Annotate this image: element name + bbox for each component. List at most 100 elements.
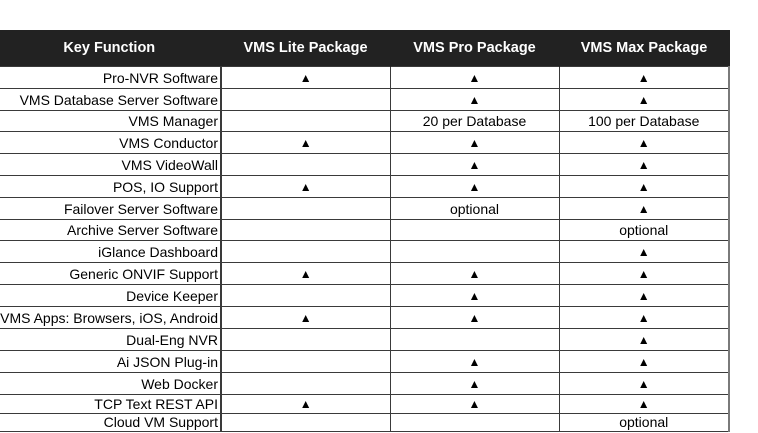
- included-triangle-icon: ▲: [299, 180, 312, 194]
- cell-text: Pro-NVR Software: [102, 69, 218, 86]
- cell-text: 100 per Database: [588, 113, 700, 129]
- included-triangle-icon: ▲: [637, 333, 650, 347]
- included-triangle-icon: ▲: [637, 355, 650, 369]
- pro-cell: ▲: [389, 306, 560, 329]
- function-cell: Dual-Eng NVR: [0, 328, 222, 351]
- lite-cell: ▲: [220, 175, 391, 198]
- max-cell: optional: [558, 413, 730, 432]
- included-triangle-icon: ▲: [299, 136, 312, 150]
- max-cell: ▲: [558, 262, 730, 285]
- cell-text: 20 per Database: [422, 113, 527, 129]
- cell-text: Failover Server Software: [63, 200, 218, 217]
- included-triangle-icon: ▲: [468, 136, 481, 150]
- cell-text: iGlance Dashboard: [98, 243, 218, 260]
- cell-text: Generic ONVIF Support: [69, 265, 218, 282]
- header-vms-max: VMS Max Package: [559, 30, 730, 67]
- max-cell: ▲: [558, 197, 730, 220]
- included-triangle-icon: ▲: [637, 377, 650, 391]
- included-triangle-icon: ▲: [637, 397, 650, 411]
- included-triangle-icon: ▲: [468, 158, 481, 172]
- pro-cell: ▲: [389, 66, 560, 89]
- lite-cell: [220, 240, 391, 263]
- lite-cell: [220, 284, 391, 307]
- header-vms-lite: VMS Lite Package: [221, 30, 391, 67]
- function-cell: iGlance Dashboard: [0, 240, 222, 263]
- included-triangle-icon: ▲: [637, 202, 650, 216]
- lite-cell: [220, 372, 391, 395]
- cell-text: TCP Text REST API: [94, 395, 218, 412]
- table-row: iGlance Dashboard ▲: [0, 240, 730, 263]
- package-comparison-table: Key Function VMS Lite Package VMS Pro Pa…: [0, 30, 730, 432]
- lite-cell: [220, 88, 391, 111]
- table-row: Pro-NVR Software ▲ ▲ ▲: [0, 66, 730, 89]
- pro-cell: [389, 219, 560, 241]
- cell-text: Dual-Eng NVR: [126, 331, 218, 348]
- included-triangle-icon: ▲: [299, 71, 312, 85]
- table-row: Ai JSON Plug-in ▲ ▲: [0, 350, 730, 373]
- included-triangle-icon: ▲: [468, 267, 481, 281]
- table-row: Failover Server Software optional ▲: [0, 197, 730, 220]
- pro-cell: ▲: [389, 131, 560, 154]
- pro-cell: ▲: [389, 153, 560, 176]
- table-row: Dual-Eng NVR ▲: [0, 328, 730, 351]
- cell-text: VMS VideoWall: [121, 156, 218, 173]
- cell-text: Web Docker: [141, 375, 218, 392]
- header-row: Key Function VMS Lite Package VMS Pro Pa…: [0, 30, 730, 67]
- function-cell: VMS Conductor: [0, 131, 222, 154]
- included-triangle-icon: ▲: [637, 311, 650, 325]
- max-cell: 100 per Database: [558, 110, 730, 132]
- function-cell: Generic ONVIF Support: [0, 262, 222, 285]
- cell-text: VMS Conductor: [119, 134, 218, 151]
- included-triangle-icon: ▲: [637, 71, 650, 85]
- lite-cell: [220, 219, 391, 241]
- table-row: Generic ONVIF Support ▲ ▲ ▲: [0, 262, 730, 285]
- included-triangle-icon: ▲: [468, 355, 481, 369]
- table-row: Archive Server Software optional: [0, 219, 730, 241]
- cell-text: POS, IO Support: [112, 178, 218, 195]
- lite-cell: ▲: [220, 262, 391, 285]
- function-cell: Failover Server Software: [0, 197, 222, 220]
- included-triangle-icon: ▲: [468, 311, 481, 325]
- included-triangle-icon: ▲: [468, 180, 481, 194]
- included-triangle-icon: ▲: [468, 377, 481, 391]
- pro-cell: ▲: [389, 372, 560, 395]
- cell-text: Ai JSON Plug-in: [116, 353, 218, 370]
- pro-cell: ▲: [389, 394, 560, 414]
- lite-cell: [220, 328, 391, 351]
- included-triangle-icon: ▲: [468, 289, 481, 303]
- table-row: VMS Apps: Browsers, iOS, Android ▲ ▲ ▲: [0, 306, 730, 329]
- lite-cell: [220, 350, 391, 373]
- function-cell: Device Keeper: [0, 284, 222, 307]
- pro-cell: [389, 413, 560, 432]
- pro-cell: ▲: [389, 88, 560, 111]
- function-cell: Cloud VM Support: [0, 413, 222, 432]
- included-triangle-icon: ▲: [468, 71, 481, 85]
- lite-cell: ▲: [220, 131, 391, 154]
- lite-cell: ▲: [220, 66, 391, 89]
- pro-cell: optional: [389, 197, 560, 220]
- cell-text: Cloud VM Support: [103, 414, 218, 431]
- lite-cell: [220, 197, 391, 220]
- function-cell: TCP Text REST API: [0, 394, 222, 414]
- cell-text: VMS Database Server Software: [19, 91, 218, 108]
- cell-text: VMS Manager: [128, 113, 218, 129]
- table-row: VMS VideoWall ▲ ▲: [0, 153, 730, 176]
- pro-cell: 20 per Database: [389, 110, 560, 132]
- max-cell: ▲: [558, 88, 730, 111]
- max-cell: ▲: [558, 153, 730, 176]
- included-triangle-icon: ▲: [637, 136, 650, 150]
- max-cell: ▲: [558, 372, 730, 395]
- function-cell: VMS Apps: Browsers, iOS, Android: [0, 306, 222, 329]
- lite-cell: [220, 153, 391, 176]
- included-triangle-icon: ▲: [637, 158, 650, 172]
- cell-text: VMS Apps: Browsers, iOS, Android: [0, 309, 218, 326]
- cell-text: Device Keeper: [126, 287, 218, 304]
- function-cell: POS, IO Support: [0, 175, 222, 198]
- cell-text: optional: [449, 200, 500, 217]
- max-cell: ▲: [558, 350, 730, 373]
- lite-cell: ▲: [220, 394, 391, 414]
- table-row: Device Keeper ▲ ▲: [0, 284, 730, 307]
- lite-cell: [220, 110, 391, 132]
- max-cell: ▲: [558, 394, 730, 414]
- table-row: Web Docker ▲ ▲: [0, 372, 730, 395]
